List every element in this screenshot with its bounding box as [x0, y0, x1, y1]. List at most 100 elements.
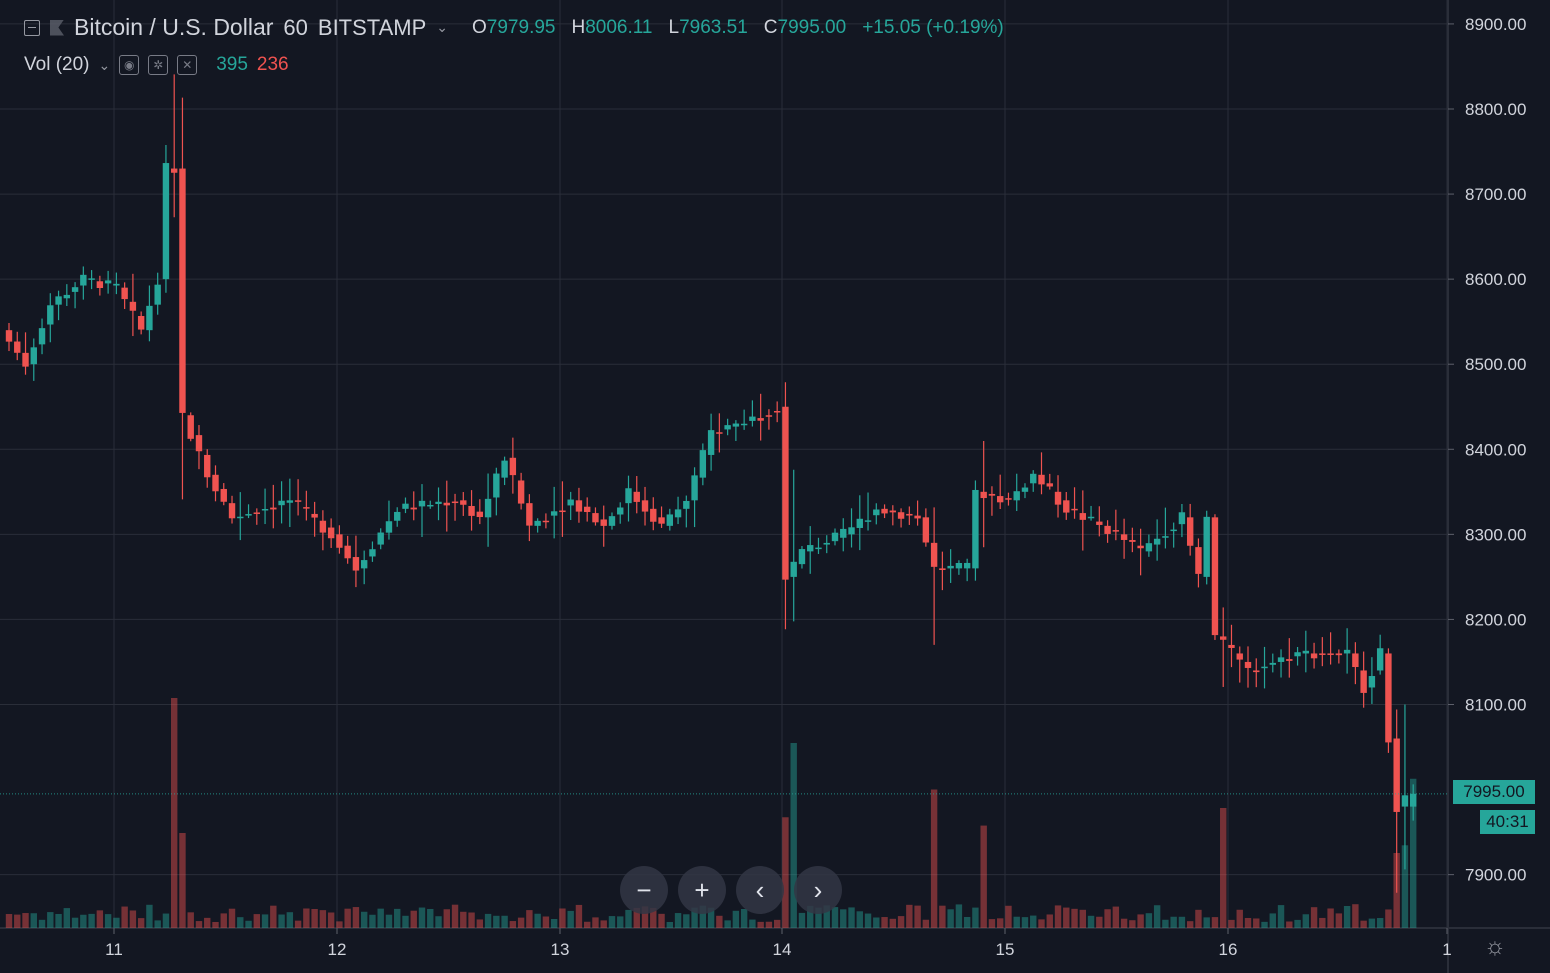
symbol-name[interactable]: Bitcoin / U.S. Dollar	[74, 14, 274, 40]
interval-label[interactable]: 60	[283, 14, 308, 40]
candle-body	[336, 534, 343, 548]
candle-body	[1013, 491, 1020, 501]
candle-body	[1335, 653, 1343, 656]
eye-icon[interactable]: ◉	[119, 55, 140, 75]
candle-body	[1401, 795, 1409, 807]
candle-body	[14, 341, 21, 353]
volume-bar	[336, 921, 343, 928]
volume-bar	[773, 919, 781, 928]
volume-bar	[955, 904, 963, 928]
volume-bar	[1021, 917, 1029, 928]
volume-bar	[55, 913, 62, 928]
candle-body	[683, 500, 690, 509]
candle-body	[1286, 659, 1293, 661]
scroll-left-button[interactable]: ‹	[736, 866, 784, 914]
volume-legend: Vol (20) ⌄ ◉ ✲ ✕ 395 236	[24, 54, 289, 76]
candle-body	[897, 512, 905, 519]
volume-bar	[658, 913, 665, 928]
price-tick-label: 8300.00	[1465, 525, 1526, 544]
chevron-down-icon[interactable]: ⌄	[436, 19, 449, 35]
candle-body	[1038, 474, 1045, 485]
volume-bar	[63, 908, 71, 928]
candle-body	[691, 475, 698, 501]
volume-bar	[1310, 907, 1318, 928]
price-tick-label: 8800.00	[1465, 100, 1526, 119]
scroll-right-button[interactable]: ›	[794, 866, 842, 914]
volume-bar	[1038, 919, 1045, 928]
volume-bar	[1104, 909, 1111, 928]
open-label: O	[472, 16, 487, 38]
collapse-icon[interactable]	[24, 19, 40, 36]
candle-body	[955, 562, 963, 569]
time-tick-label: 14	[773, 940, 792, 959]
close-icon[interactable]: ✕	[177, 55, 198, 75]
candle-body	[30, 347, 37, 365]
candle-body	[171, 168, 178, 173]
candle-body	[930, 542, 938, 567]
candle-body	[575, 500, 583, 512]
volume-bar	[1376, 918, 1384, 928]
candle-body	[633, 491, 640, 502]
candle-body	[658, 517, 665, 524]
symbol-legend: Bitcoin / U.S. Dollar 60 BITSTAMP ⌄ O797…	[24, 14, 1004, 41]
volume-bar	[1186, 921, 1194, 928]
exchange-label[interactable]: BITSTAMP	[317, 14, 427, 40]
candle-body	[1319, 653, 1326, 655]
candle-body	[1343, 649, 1351, 654]
volume-bar	[848, 907, 855, 928]
price-tick-label: 8600.00	[1465, 270, 1526, 289]
candle-body	[625, 488, 632, 504]
volume-bar	[96, 910, 104, 928]
candle-body	[47, 305, 54, 325]
price-tick-label: 8700.00	[1465, 185, 1526, 204]
candle-body	[641, 500, 649, 512]
volume-down-value: 236	[256, 54, 289, 75]
volume-bar	[121, 906, 128, 928]
volume-bar	[889, 918, 897, 928]
volume-bar	[385, 914, 393, 928]
volume-bar	[856, 911, 863, 928]
gear-icon[interactable]: ☼	[1484, 933, 1506, 960]
zoom-out-button[interactable]: −	[620, 866, 668, 914]
candle-body	[881, 508, 888, 514]
volume-bar	[195, 921, 203, 928]
open-value: 7979.95	[486, 16, 556, 38]
candle-body	[716, 432, 723, 434]
candle-body	[1178, 512, 1186, 525]
candle-body	[914, 515, 921, 519]
settings-icon[interactable]: ✲	[148, 55, 169, 75]
candle-body	[1120, 534, 1128, 540]
zoom-in-button[interactable]: +	[678, 866, 726, 914]
chevron-down-icon[interactable]: ⌄	[98, 56, 111, 73]
volume-bar	[740, 908, 748, 928]
candle-body	[831, 532, 839, 542]
volume-bar	[980, 825, 987, 928]
volume-bar	[963, 916, 971, 928]
volume-bar	[1228, 919, 1235, 928]
volume-bar	[220, 913, 227, 928]
volume-bar	[212, 921, 219, 928]
volume-bar	[873, 917, 880, 928]
candle-body	[798, 549, 806, 565]
candle-body	[187, 415, 194, 439]
candle-body	[889, 510, 897, 513]
candle-body	[608, 516, 616, 526]
volume-bar	[137, 918, 145, 928]
candle-body	[228, 503, 236, 519]
candle-body	[179, 168, 186, 413]
volume-bar	[732, 910, 740, 928]
price-tick-label: 8900.00	[1465, 15, 1526, 34]
volume-bar	[757, 921, 764, 928]
candle-body	[1368, 676, 1376, 688]
candle-body	[121, 287, 128, 300]
candle-body	[1310, 653, 1318, 659]
volume-label[interactable]: Vol (20)	[24, 54, 90, 75]
candle-body	[782, 406, 789, 580]
candle-body	[848, 527, 855, 535]
candle-body	[823, 542, 830, 545]
price-tick-label: 7900.00	[1465, 866, 1526, 885]
volume-bar	[253, 914, 260, 928]
volume-bar	[930, 789, 938, 928]
candle-body	[22, 352, 29, 367]
